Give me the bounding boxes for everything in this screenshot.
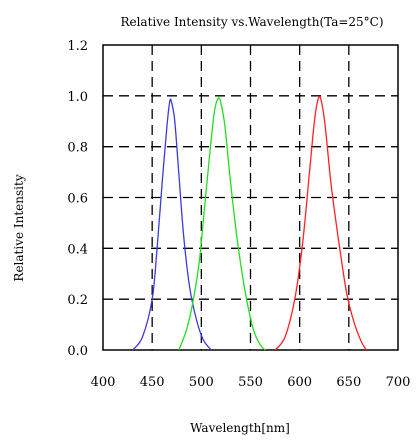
y-tick-label: 1.0 <box>67 90 88 105</box>
x-tick-label: 450 <box>140 375 165 390</box>
series-group <box>131 95 368 351</box>
x-axis-label: Wavelength[nm] <box>190 421 290 435</box>
y-tick-label: 0.2 <box>67 293 88 308</box>
x-tick-label: 400 <box>91 375 116 390</box>
plot-frame <box>102 44 399 351</box>
x-tick-label: 700 <box>386 375 411 390</box>
grid <box>103 45 398 350</box>
series-line-2 <box>178 97 266 351</box>
x-tick-label: 550 <box>238 375 263 390</box>
series-line-1 <box>131 98 212 351</box>
y-tick-label: 1.2 <box>67 39 88 54</box>
chart-title: Relative Intensity vs.Wavelength(Ta=25°C… <box>120 15 383 29</box>
x-tick-label: 650 <box>336 375 361 390</box>
series-line-3 <box>274 95 368 351</box>
x-tick-label: 600 <box>287 375 312 390</box>
y-tick-label: 0.6 <box>67 192 88 207</box>
y-axis-label: Relative Intensity <box>12 174 26 281</box>
y-tick-label: 0.8 <box>67 141 88 156</box>
y-tick-label: 0.0 <box>67 344 88 359</box>
x-tick-label: 500 <box>189 375 214 390</box>
y-tick-labels: 0.0 0.2 0.4 0.6 0.8 1.0 1.2 <box>67 39 88 359</box>
x-tick-labels: 400 450 500 550 600 650 700 <box>91 375 411 390</box>
y-tick-label: 0.4 <box>67 242 88 257</box>
